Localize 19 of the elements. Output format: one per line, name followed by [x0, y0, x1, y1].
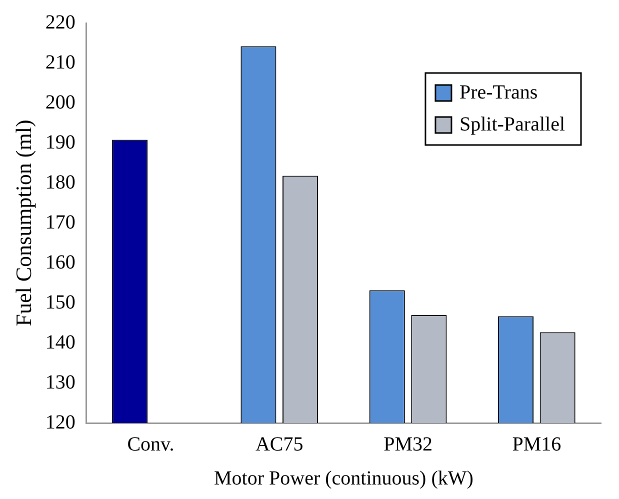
y-tick-label: 170 — [45, 211, 76, 234]
y-tick-label: 130 — [45, 371, 76, 394]
y-tick-label: 160 — [45, 251, 76, 274]
legend-label: Pre-Trans — [459, 81, 538, 104]
y-tick-label: 220 — [45, 11, 76, 34]
y-tick-label: 150 — [45, 291, 76, 314]
y-tick-label: 140 — [45, 331, 76, 354]
y-tick-label: 190 — [45, 131, 76, 154]
x-tick-label: PM32 — [384, 433, 432, 456]
x-tick-label: PM16 — [512, 433, 562, 456]
x-tick-label: AC75 — [255, 433, 304, 456]
y-tick-label: 120 — [45, 411, 76, 434]
y-axis-title: Fuel Consumption (ml) — [10, 120, 36, 326]
legend-label: Split-Parallel — [459, 113, 566, 136]
x-axis-title: Motor Power (continuous) (kW) — [214, 467, 474, 490]
x-tick-label: Conv. — [127, 433, 174, 456]
y-tick-label: 180 — [45, 171, 76, 194]
y-tick-label: 200 — [45, 91, 76, 114]
y-tick-label: 210 — [45, 51, 76, 74]
